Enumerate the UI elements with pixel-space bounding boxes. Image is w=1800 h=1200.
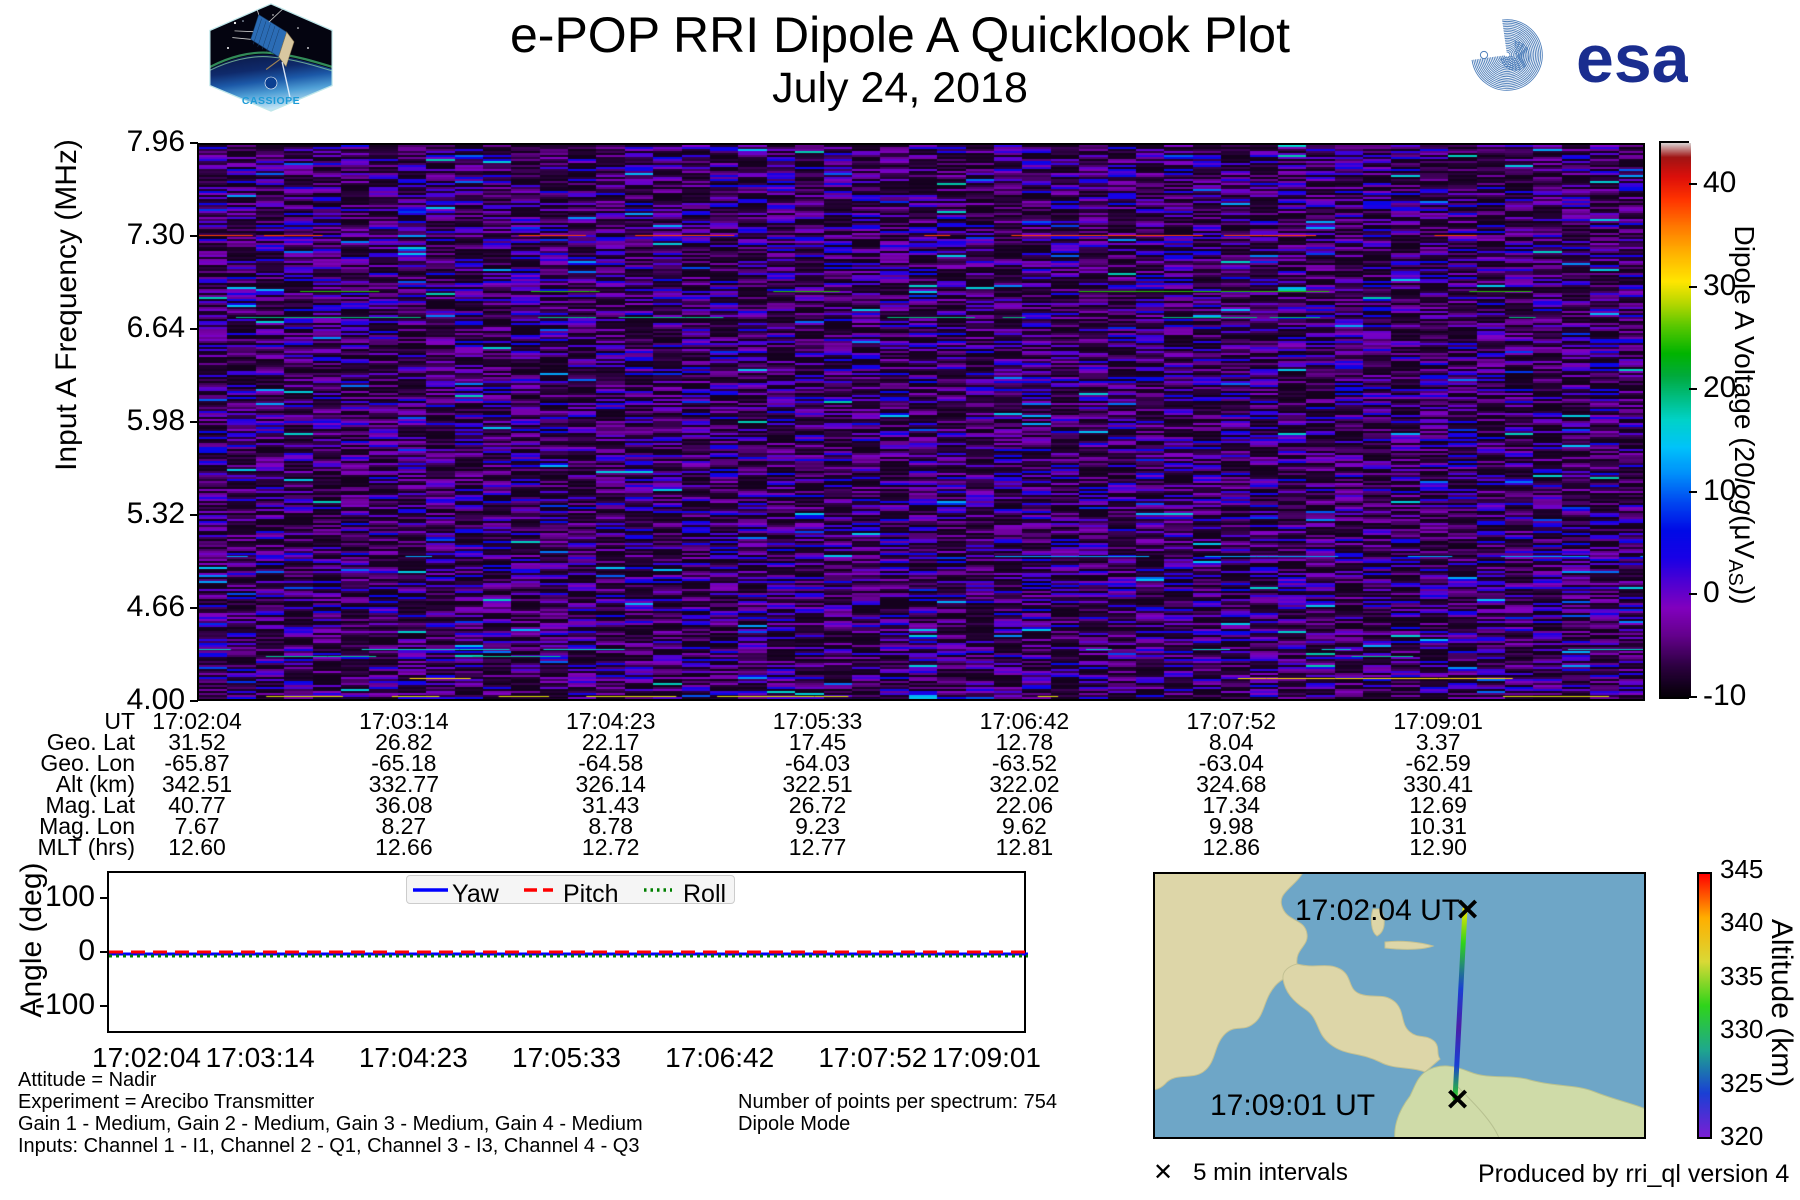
svg-text:✕: ✕ bbox=[1445, 1084, 1470, 1117]
svg-text:17:02:04 UT: 17:02:04 UT bbox=[1295, 894, 1460, 927]
svg-text:17:09:01 UT: 17:09:01 UT bbox=[1210, 1089, 1375, 1122]
svg-text:CASSIOPE: CASSIOPE bbox=[242, 95, 300, 107]
svg-text:✕: ✕ bbox=[1455, 894, 1480, 927]
svg-text:esa: esa bbox=[1576, 21, 1688, 94]
